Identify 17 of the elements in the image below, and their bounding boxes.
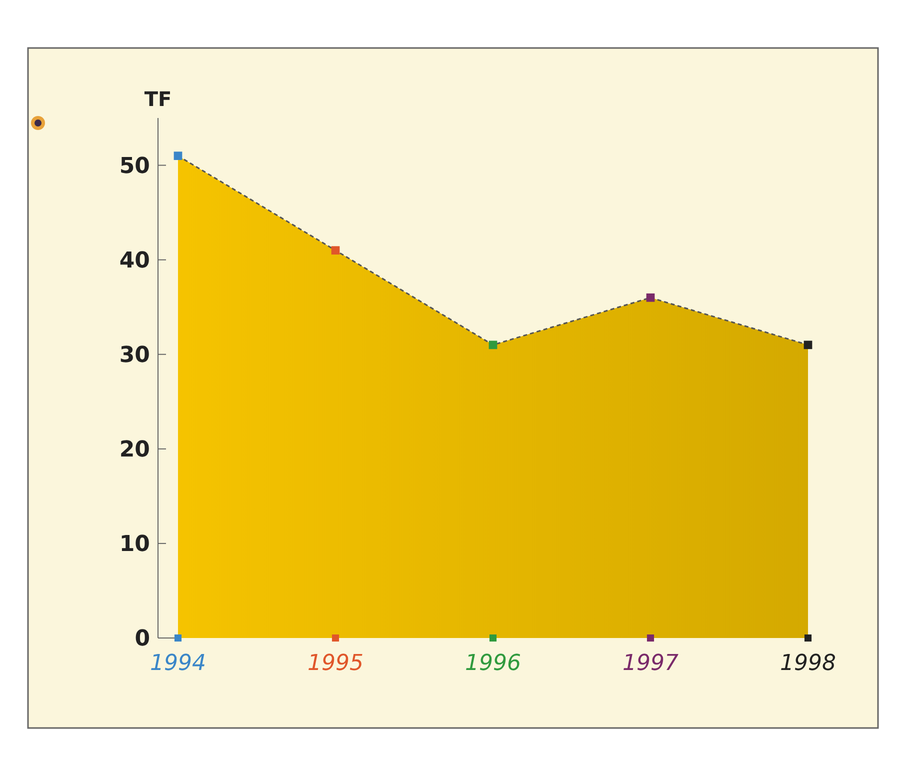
x-tick-label: 1995 <box>308 651 364 676</box>
x-tick-label: 1998 <box>780 651 836 676</box>
x-tick-label: 1997 <box>622 651 678 676</box>
point <box>488 340 498 350</box>
point <box>331 246 340 255</box>
y-tick-label: 50 <box>119 154 150 179</box>
y-tick-label: 10 <box>119 532 150 558</box>
y-tick-label: 30 <box>119 343 150 368</box>
y-axis-title: TF <box>144 87 172 111</box>
point <box>174 152 182 160</box>
point <box>646 293 655 302</box>
y-tick-label: 40 <box>119 248 150 274</box>
point <box>804 340 812 350</box>
y-tick-label: 0 <box>134 626 150 652</box>
x-tick-label: 1994 <box>150 651 206 676</box>
y-tick-label: 20 <box>119 438 150 463</box>
x-tick-label: 1996 <box>465 651 521 676</box>
